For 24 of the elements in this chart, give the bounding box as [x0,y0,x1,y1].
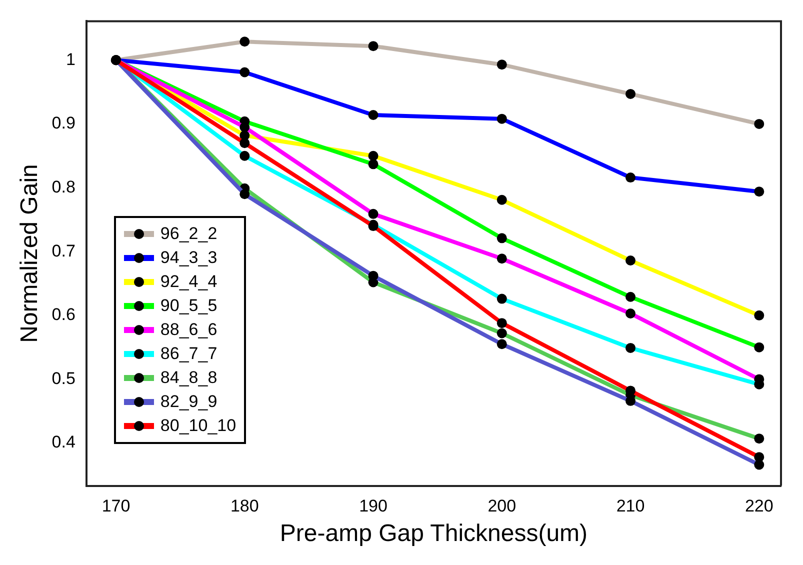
y-tick-label: 0.7 [52,241,76,260]
legend-label: 94_3_3 [160,248,218,268]
legend-label: 84_8_8 [160,368,218,388]
legend-label: 80_10_10 [160,416,236,436]
legend-label: 88_6_6 [160,320,218,340]
legend-label: 96_2_2 [160,224,218,244]
y-tick-label: 1 [66,50,76,69]
y-tick-label: 0.9 [52,114,76,133]
x-tick-label: 180 [230,496,259,516]
y-tick-label: 0.6 [52,305,76,324]
legend-label: 92_4_4 [160,272,218,292]
legend-label: 90_5_5 [160,296,218,316]
x-tick-label: 200 [488,496,516,516]
x-axis-title: Pre-amp Gap Thickness(um) [280,520,588,548]
x-tick-label: 210 [616,496,645,516]
y-axis-title: Normalized Gain [16,164,44,343]
legend-label: 82_9_9 [160,392,218,412]
x-tick-label: 190 [359,496,388,516]
y-tick-label: 0.4 [52,432,76,452]
y-tick-label: 0.8 [52,177,76,196]
y-tick-label: 0.5 [52,368,76,388]
x-tick-label: 220 [744,496,774,516]
legend-label: 86_7_7 [160,344,218,364]
x-tick-label: 170 [102,496,130,516]
